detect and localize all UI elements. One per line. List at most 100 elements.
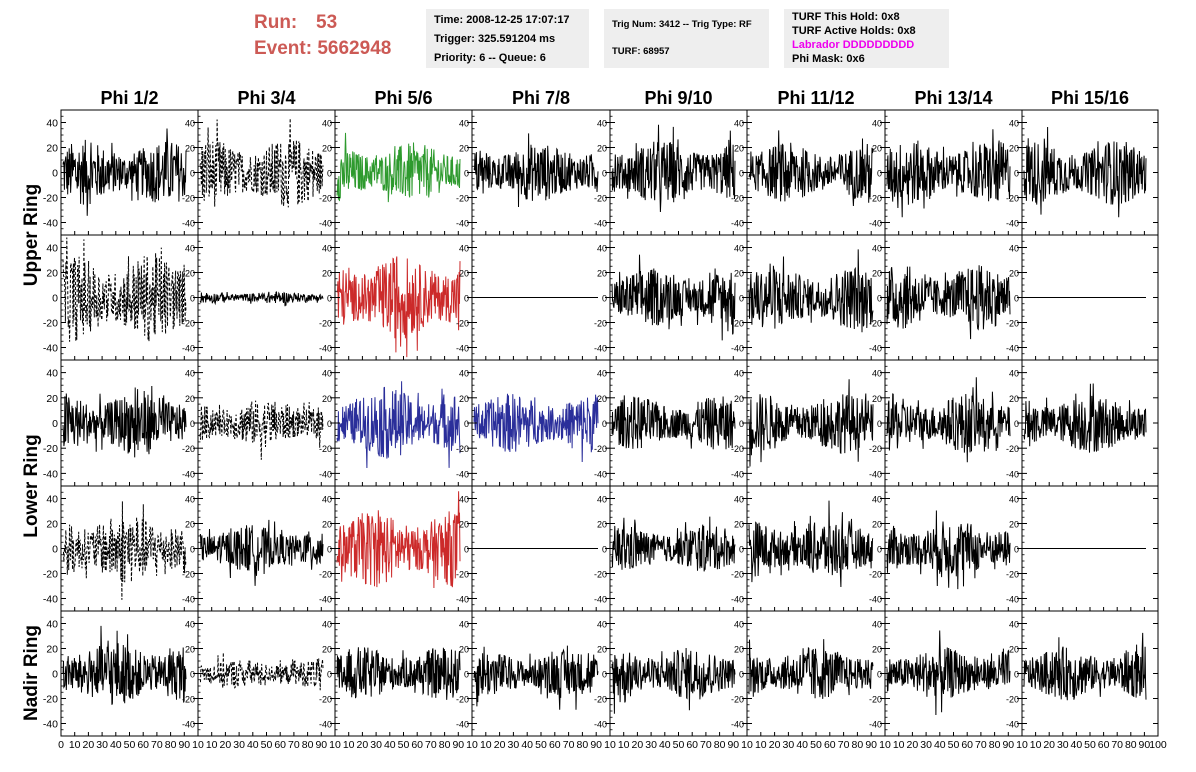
waveform-panel: -40 -20 0 20 40 bbox=[456, 234, 611, 361]
x-tick-label: 50 bbox=[535, 739, 547, 751]
y-tick-label: 20 bbox=[185, 394, 195, 404]
x-tick-label: 20 bbox=[220, 739, 232, 751]
y-tick-label: 0 bbox=[464, 294, 469, 304]
y-tick-label: -40 bbox=[731, 595, 744, 605]
y-tick-label: -40 bbox=[1006, 344, 1019, 354]
waveform-panel: -40 -20 0 20 40 bbox=[43, 610, 199, 737]
x-tick-label: 20 bbox=[1043, 739, 1055, 751]
y-tick-label: -20 bbox=[731, 695, 744, 705]
waveform-trace bbox=[886, 630, 1011, 716]
y-tick-label: 40 bbox=[322, 620, 332, 630]
x-tick-label: 10 bbox=[618, 739, 630, 751]
y-tick-label: -20 bbox=[43, 318, 58, 330]
y-tick-label: 40 bbox=[46, 243, 58, 255]
y-tick-label: -20 bbox=[456, 695, 469, 705]
x-tick-label: 60 bbox=[137, 739, 149, 751]
waveform-panel: -40 -20 0 20 40 bbox=[43, 109, 199, 236]
y-tick-label: -20 bbox=[456, 194, 469, 204]
x-tick-label: 20 bbox=[357, 739, 369, 751]
x-tick-label: 60 bbox=[686, 739, 698, 751]
y-tick-label: -20 bbox=[594, 695, 607, 705]
x-tick-label: 50 bbox=[810, 739, 822, 751]
waveform-panel: -40 -20 0 20 40 bbox=[456, 359, 611, 487]
run-label: Run: bbox=[254, 12, 298, 33]
y-tick-label: 0 bbox=[327, 419, 332, 429]
x-tick-label: 10 bbox=[741, 739, 753, 751]
y-tick-label: 40 bbox=[1009, 244, 1019, 254]
y-tick-label: -20 bbox=[182, 570, 195, 580]
waveform-panel: -40 -20 0 20 40 bbox=[1006, 109, 1159, 236]
y-tick-label: 40 bbox=[872, 244, 882, 254]
y-tick-label: -20 bbox=[594, 444, 607, 454]
x-tick-label: 70 bbox=[425, 739, 437, 751]
x-tick-label: 80 bbox=[852, 739, 864, 751]
y-tick-label: 0 bbox=[52, 544, 58, 556]
waveform-panel: -40 -20 0 20 40 bbox=[319, 234, 473, 361]
trigger-text: Trigger: 325.591204 ms bbox=[434, 33, 556, 45]
time-info-box: Time: 2008-12-25 17:07:17 Trigger: 325.5… bbox=[426, 9, 589, 68]
y-tick-label: 40 bbox=[734, 244, 744, 254]
y-tick-label: -40 bbox=[731, 219, 744, 229]
y-tick-label: -20 bbox=[456, 319, 469, 329]
y-tick-label: -40 bbox=[182, 595, 195, 605]
y-tick-label: 20 bbox=[1009, 520, 1019, 530]
y-tick-label: -40 bbox=[594, 219, 607, 229]
y-tick-label: 0 bbox=[1014, 169, 1019, 179]
waveform-panel: -40 -20 0 20 40 bbox=[182, 109, 336, 236]
y-tick-label: 20 bbox=[185, 645, 195, 655]
y-tick-label: 20 bbox=[597, 394, 607, 404]
y-tick-label: -40 bbox=[594, 720, 607, 730]
y-tick-label: 40 bbox=[322, 244, 332, 254]
x-tick-label: 50 bbox=[398, 739, 410, 751]
x-tick-label: 50 bbox=[673, 739, 685, 751]
waveform-panel: -40 -20 0 20 40 bbox=[1006, 359, 1159, 487]
y-tick-label: -40 bbox=[869, 219, 882, 229]
waveform-panel: -40 -20 0 20 40 bbox=[182, 610, 336, 737]
y-tick-label: 0 bbox=[190, 670, 195, 680]
y-tick-label: -40 bbox=[456, 595, 469, 605]
y-tick-label: -20 bbox=[1006, 570, 1019, 580]
column-title: Phi 7/8 bbox=[512, 88, 570, 108]
waveform-panel: -40 -20 0 20 40 bbox=[319, 485, 473, 612]
y-tick-label: -20 bbox=[869, 695, 882, 705]
waveform-panel: -40 -20 0 20 40 bbox=[869, 109, 1023, 236]
y-tick-label: -40 bbox=[1006, 469, 1019, 479]
x-tick-label: 80 bbox=[439, 739, 451, 751]
waveform-trace bbox=[199, 652, 324, 691]
y-tick-label: 40 bbox=[185, 119, 195, 129]
y-tick-label: -20 bbox=[731, 319, 744, 329]
x-tick-label: 30 bbox=[920, 739, 932, 751]
waveform-panel: -40 -20 0 20 40 bbox=[731, 234, 886, 361]
y-tick-label: 20 bbox=[459, 520, 469, 530]
y-tick-label: 40 bbox=[734, 620, 744, 630]
y-tick-label: -40 bbox=[1006, 219, 1019, 229]
x-tick-label: 30 bbox=[96, 739, 108, 751]
waveform-trace bbox=[611, 124, 736, 213]
x-tick-label: 40 bbox=[659, 739, 671, 751]
x-tick-label: 10 bbox=[879, 739, 891, 751]
y-tick-label: 20 bbox=[597, 645, 607, 655]
priority-text: Priority: 6 -- Queue: 6 bbox=[434, 52, 546, 64]
y-tick-label: 0 bbox=[602, 294, 607, 304]
x-tick-label: 40 bbox=[934, 739, 946, 751]
y-tick-label: 40 bbox=[597, 369, 607, 379]
y-tick-label: -40 bbox=[731, 469, 744, 479]
y-tick-label: -40 bbox=[43, 719, 58, 731]
y-tick-label: 0 bbox=[52, 168, 58, 180]
y-tick-label: -40 bbox=[594, 469, 607, 479]
waveform-trace bbox=[748, 500, 874, 588]
y-tick-label: 40 bbox=[597, 620, 607, 630]
y-tick-label: -40 bbox=[456, 720, 469, 730]
y-tick-label: 20 bbox=[872, 144, 882, 154]
y-tick-label: 20 bbox=[459, 394, 469, 404]
x-tick-label: 40 bbox=[247, 739, 259, 751]
waveform-trace bbox=[473, 393, 599, 463]
x-tick-label: 80 bbox=[714, 739, 726, 751]
y-tick-label: 0 bbox=[602, 419, 607, 429]
y-tick-label: 0 bbox=[464, 419, 469, 429]
waveform-panel: -40 -20 0 20 40 bbox=[594, 234, 748, 361]
y-tick-label: 40 bbox=[185, 620, 195, 630]
waveform-trace bbox=[611, 395, 736, 450]
y-tick-label: -40 bbox=[319, 720, 332, 730]
waveform-trace bbox=[1023, 632, 1147, 701]
